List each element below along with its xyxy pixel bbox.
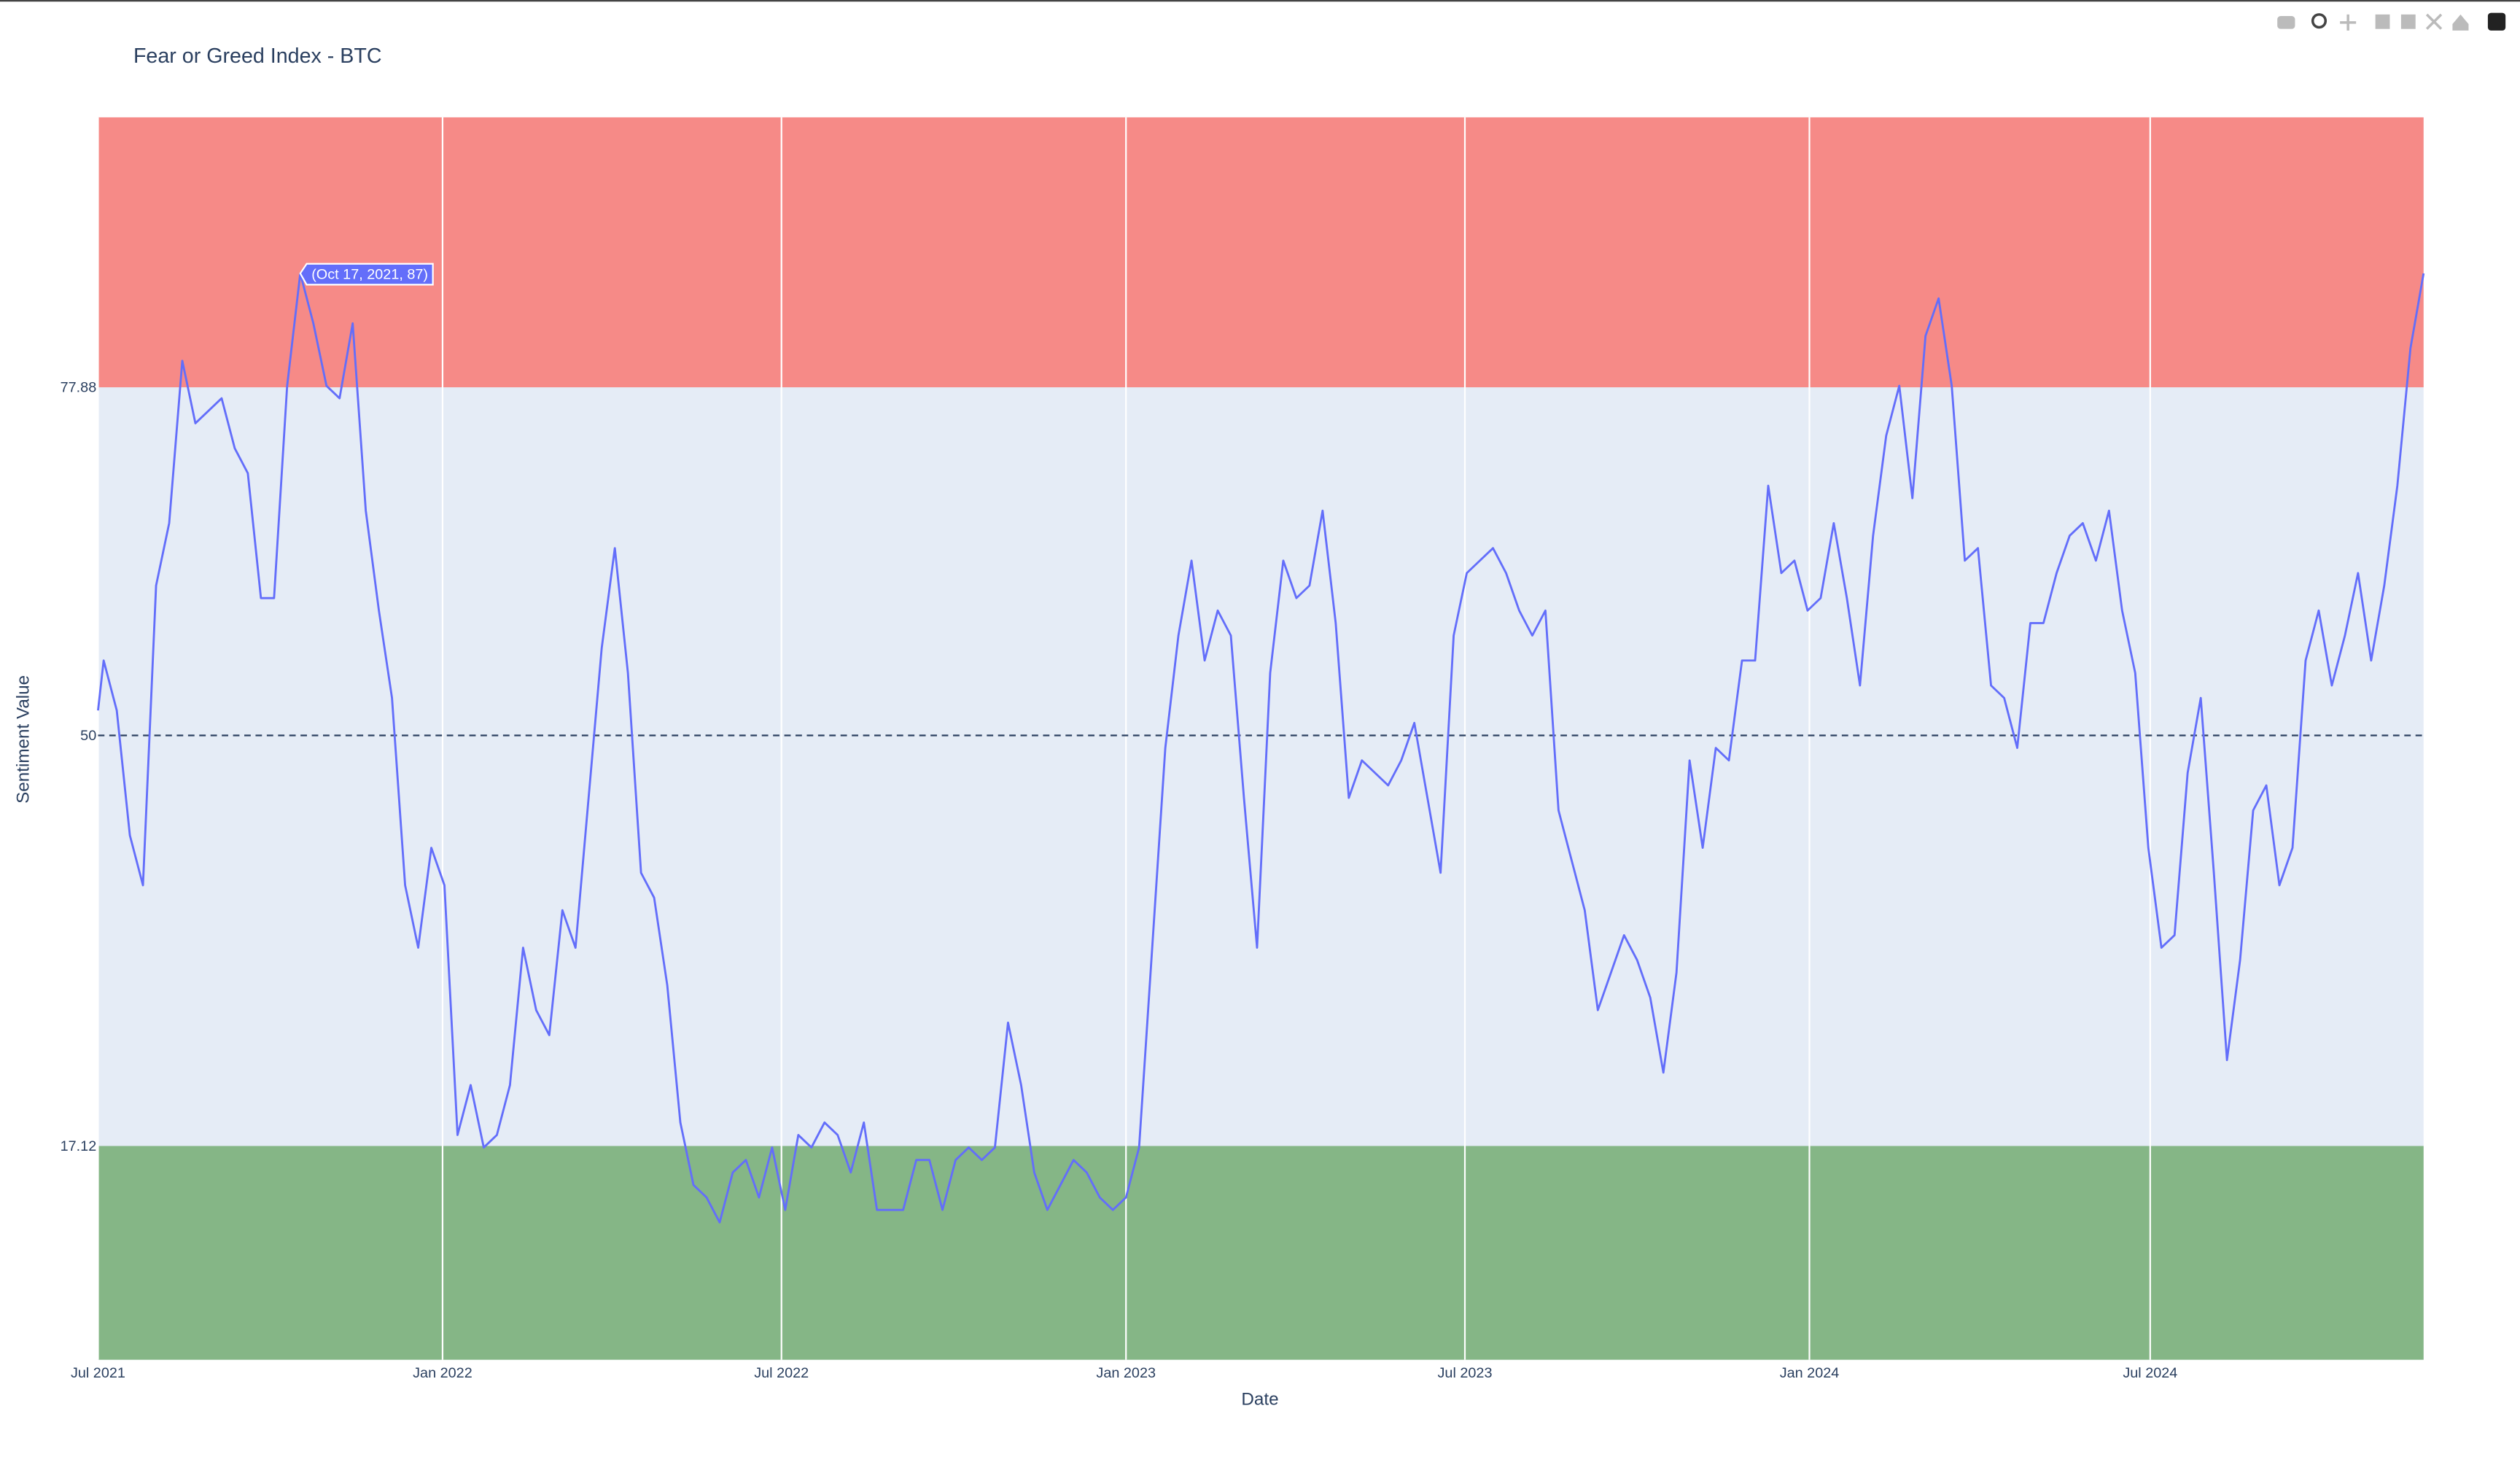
x-tick-label: Jul 2024 bbox=[2123, 1365, 2177, 1381]
x-tick-label: Jan 2022 bbox=[413, 1365, 472, 1381]
y-tick-label: 77.88 bbox=[61, 380, 97, 396]
home-icon[interactable] bbox=[2452, 14, 2469, 31]
chart-title: Fear or Greed Index - BTC bbox=[133, 44, 382, 68]
x-tick-label: Jan 2024 bbox=[1780, 1365, 1840, 1381]
plot-area bbox=[95, 117, 2424, 1360]
y-axis-label: Sentiment Value bbox=[14, 675, 34, 804]
pan-icon[interactable] bbox=[2340, 14, 2357, 31]
x-tick-label: Jul 2021 bbox=[71, 1365, 125, 1381]
zoom-out-icon[interactable] bbox=[2400, 14, 2416, 29]
hover-label: (Oct 17, 2021, 87) bbox=[299, 263, 434, 286]
modebar[interactable] bbox=[2277, 12, 2506, 31]
x-tick-label: Jul 2023 bbox=[1438, 1365, 1493, 1381]
hover-box bbox=[299, 263, 434, 286]
sentiment-band bbox=[98, 117, 2424, 388]
autoscale-icon[interactable] bbox=[2425, 13, 2443, 30]
x-axis-label: Date bbox=[1241, 1389, 1278, 1409]
sentiment-band bbox=[98, 1146, 2424, 1360]
camera-icon[interactable] bbox=[2277, 16, 2295, 29]
zoom-in-icon[interactable] bbox=[2375, 14, 2390, 29]
plotly-logo[interactable] bbox=[2487, 12, 2506, 31]
data-line bbox=[97, 272, 2425, 1224]
y-tick-label: 17.12 bbox=[61, 1138, 97, 1154]
zoom-icon[interactable] bbox=[2311, 13, 2328, 29]
y-tick-label: 50 bbox=[80, 728, 96, 744]
x-tick-label: Jul 2022 bbox=[754, 1365, 809, 1381]
hover-text: (Oct 17, 2021, 87) bbox=[311, 267, 428, 283]
x-tick-label: Jan 2023 bbox=[1096, 1365, 1156, 1381]
